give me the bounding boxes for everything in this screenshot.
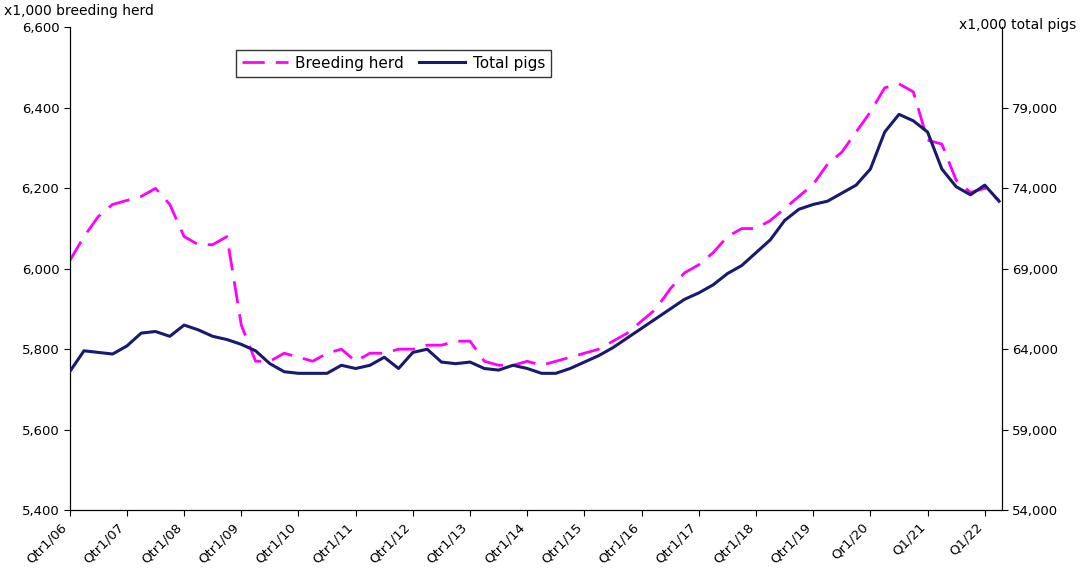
Total pigs [892, 111, 905, 118]
Total pigs [292, 370, 305, 377]
Total pigs [307, 370, 320, 377]
Breeding herd [492, 362, 505, 369]
Breeding herd [349, 358, 362, 365]
Total pigs [135, 329, 148, 336]
Breeding herd [477, 358, 490, 365]
Breeding herd [463, 338, 476, 344]
Breeding herd [993, 197, 1005, 204]
Breeding herd [64, 257, 77, 264]
Total pigs [807, 201, 820, 208]
Breeding herd [892, 80, 905, 87]
Y-axis label: x1,000 breeding herd: x1,000 breeding herd [4, 4, 154, 18]
Breeding herd [807, 181, 820, 188]
Total pigs [364, 362, 377, 369]
Legend: Breeding herd, Total pigs: Breeding herd, Total pigs [235, 50, 552, 77]
Breeding herd [135, 193, 148, 200]
Total pigs [492, 366, 505, 373]
Line: Total pigs: Total pigs [70, 114, 999, 373]
Breeding herd [292, 354, 305, 361]
Total pigs [64, 368, 77, 375]
Y-axis label: x1,000 total pigs: x1,000 total pigs [959, 18, 1077, 32]
Total pigs [477, 365, 490, 372]
Line: Breeding herd: Breeding herd [70, 84, 999, 365]
Total pigs [993, 198, 1005, 205]
